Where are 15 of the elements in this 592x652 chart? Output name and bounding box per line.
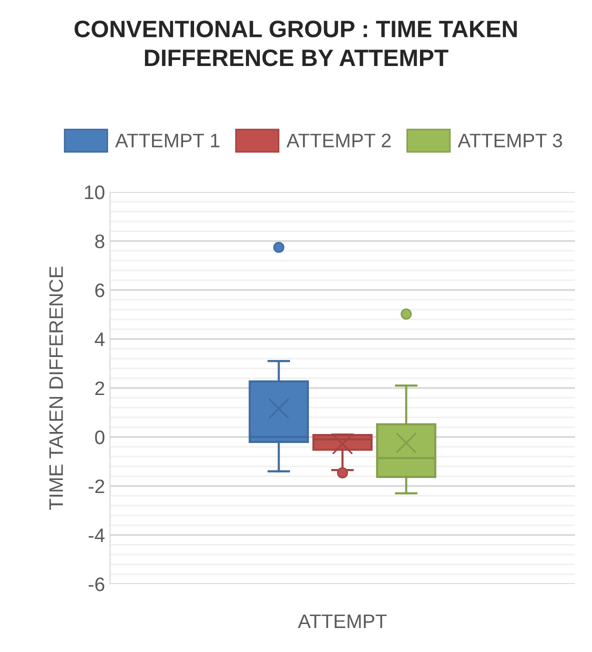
y-tick-label: 8: [95, 234, 104, 248]
y-axis-title: TIME TAKEN DIFFERENCE: [49, 266, 64, 510]
legend-label: ATTEMPT 1: [115, 134, 220, 148]
x-axis-title: ATTEMPT: [298, 614, 387, 628]
y-tick-label: 6: [95, 283, 104, 298]
y-tick-label: 2: [95, 381, 104, 396]
y-tick-label: -4: [88, 528, 105, 542]
y-tick-label: -6: [88, 577, 104, 592]
legend-label: ATTEMPT 2: [286, 134, 391, 148]
y-tick-label: -2: [88, 479, 104, 494]
y-tick-label: 4: [94, 332, 105, 346]
y-tick-label: 0: [95, 430, 104, 444]
y-tick-label: 10: [84, 185, 104, 200]
legend-label: ATTEMPT 3: [458, 134, 562, 148]
chart-title: CONVENTIONAL GROUP : TIME TAKEN DIFFERENCE BY ATTEMPT: [74, 20, 517, 66]
